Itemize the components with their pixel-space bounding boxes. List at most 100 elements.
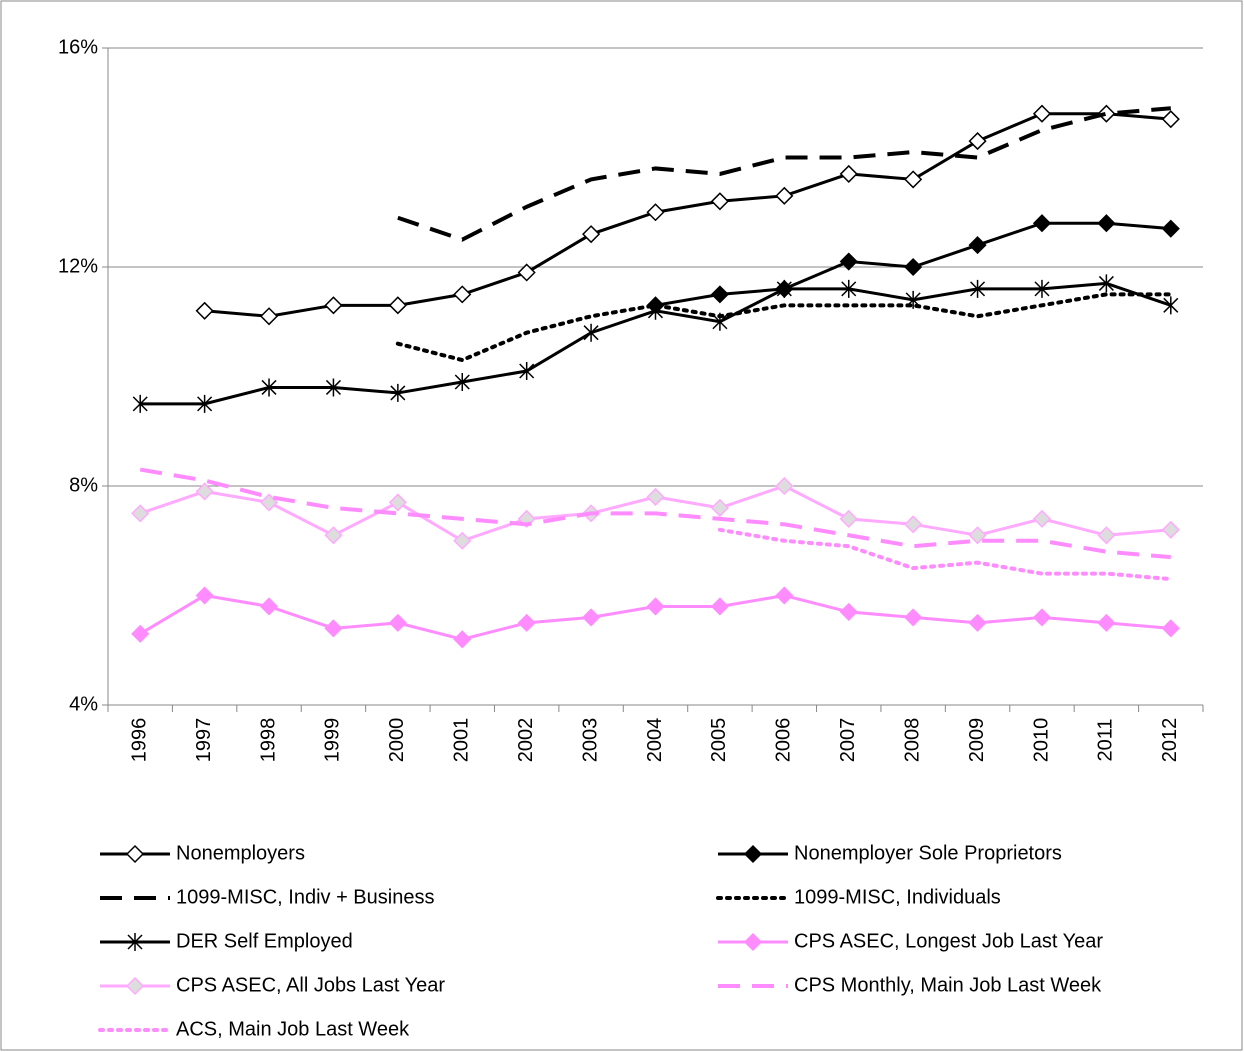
x-tick-label: 1996 (128, 718, 150, 763)
x-tick-label: 2011 (1095, 718, 1117, 761)
point (839, 509, 858, 528)
point (839, 252, 858, 271)
legend-item: Nonemployer Sole Proprietors (718, 842, 1062, 864)
x-tick-label: 2008 (901, 718, 923, 763)
point (127, 933, 143, 951)
series (395, 292, 1173, 363)
legend-label: ACS, Main Job Last Week (176, 1018, 410, 1040)
point (582, 608, 601, 627)
y-tick-label: 16% (58, 36, 98, 58)
point (1097, 613, 1116, 632)
point (131, 624, 150, 643)
point (710, 597, 729, 616)
point (712, 312, 728, 331)
point (839, 602, 858, 621)
point (132, 394, 148, 413)
point (324, 619, 343, 638)
series-line (717, 527, 1173, 582)
point (647, 301, 664, 320)
point (646, 487, 665, 507)
point (775, 186, 794, 205)
x-tick-label: 2005 (708, 718, 730, 763)
point (646, 597, 665, 616)
legend-item: Nonemployers (100, 842, 305, 864)
point (1034, 279, 1050, 298)
point (1161, 520, 1180, 539)
legend-item: CPS ASEC, All Jobs Last Year (100, 974, 445, 996)
point (1161, 619, 1180, 638)
legend-item: 1099-MISC, Individuals (716, 886, 1001, 908)
y-tick-label: 4% (69, 693, 98, 715)
point (968, 132, 987, 151)
point (776, 279, 792, 298)
point (1032, 214, 1052, 233)
y-tick-label: 8% (69, 474, 98, 496)
legend-item: DER Self Employed (100, 930, 353, 952)
point (454, 372, 470, 391)
series-line (204, 112, 1171, 318)
point (1097, 104, 1116, 123)
point (1032, 104, 1052, 123)
point (324, 296, 343, 315)
x-tick-label: 2004 (644, 718, 666, 763)
point (905, 290, 921, 309)
point (841, 279, 857, 298)
legend-label: 1099-MISC, Individuals (794, 886, 1001, 908)
point (517, 263, 536, 282)
point (325, 378, 341, 397)
point (453, 285, 472, 304)
x-tick-label: 1998 (257, 718, 279, 763)
x-tick-label: 2012 (1159, 718, 1181, 763)
point (125, 976, 145, 996)
point (195, 482, 214, 501)
x-tick-label: 2001 (451, 718, 473, 763)
series (397, 106, 1171, 242)
point (710, 192, 729, 211)
point (582, 225, 601, 244)
point (968, 236, 987, 255)
point (195, 586, 214, 605)
point (904, 170, 923, 189)
point (131, 504, 150, 523)
x-tick-label: 2000 (386, 718, 408, 763)
legend-label: CPS ASEC, All Jobs Last Year (176, 974, 445, 996)
point (519, 362, 535, 381)
x-tick-label: 1997 (193, 718, 215, 763)
legend-label: CPS ASEC, Longest Job Last Year (794, 930, 1103, 952)
legend-label: 1099-MISC, Indiv + Business (176, 886, 434, 908)
point (839, 164, 858, 183)
legend-item: 1099-MISC, Indiv + Business (100, 886, 434, 908)
point (1161, 110, 1180, 129)
legend-item: CPS ASEC, Longest Job Last Year (718, 930, 1103, 952)
point (1032, 608, 1052, 627)
series (131, 476, 1180, 550)
series (139, 467, 1171, 560)
point (388, 493, 407, 512)
series (717, 527, 1173, 582)
point (904, 257, 923, 277)
x-tick-label: 2010 (1030, 718, 1052, 763)
point (388, 296, 407, 315)
legend-label: CPS Monthly, Main Job Last Week (794, 974, 1102, 996)
point (453, 630, 472, 649)
legend-item: CPS Monthly, Main Job Last Week (718, 974, 1102, 996)
legend-item: ACS, Main Job Last Week (98, 1018, 410, 1040)
point (453, 531, 472, 550)
point (125, 844, 145, 864)
point (904, 608, 923, 627)
point (1032, 509, 1052, 528)
point (195, 301, 214, 320)
point (259, 597, 279, 616)
x-tick-label: 2006 (773, 718, 795, 763)
x-tick-label: 2007 (837, 718, 859, 763)
point (970, 279, 986, 298)
point (904, 515, 923, 534)
y-tick-label: 12% (58, 255, 98, 277)
point (583, 323, 599, 342)
point (259, 307, 279, 326)
series-line (397, 106, 1171, 242)
point (968, 613, 987, 632)
point (1161, 219, 1180, 238)
point (775, 586, 794, 605)
point (743, 844, 763, 864)
